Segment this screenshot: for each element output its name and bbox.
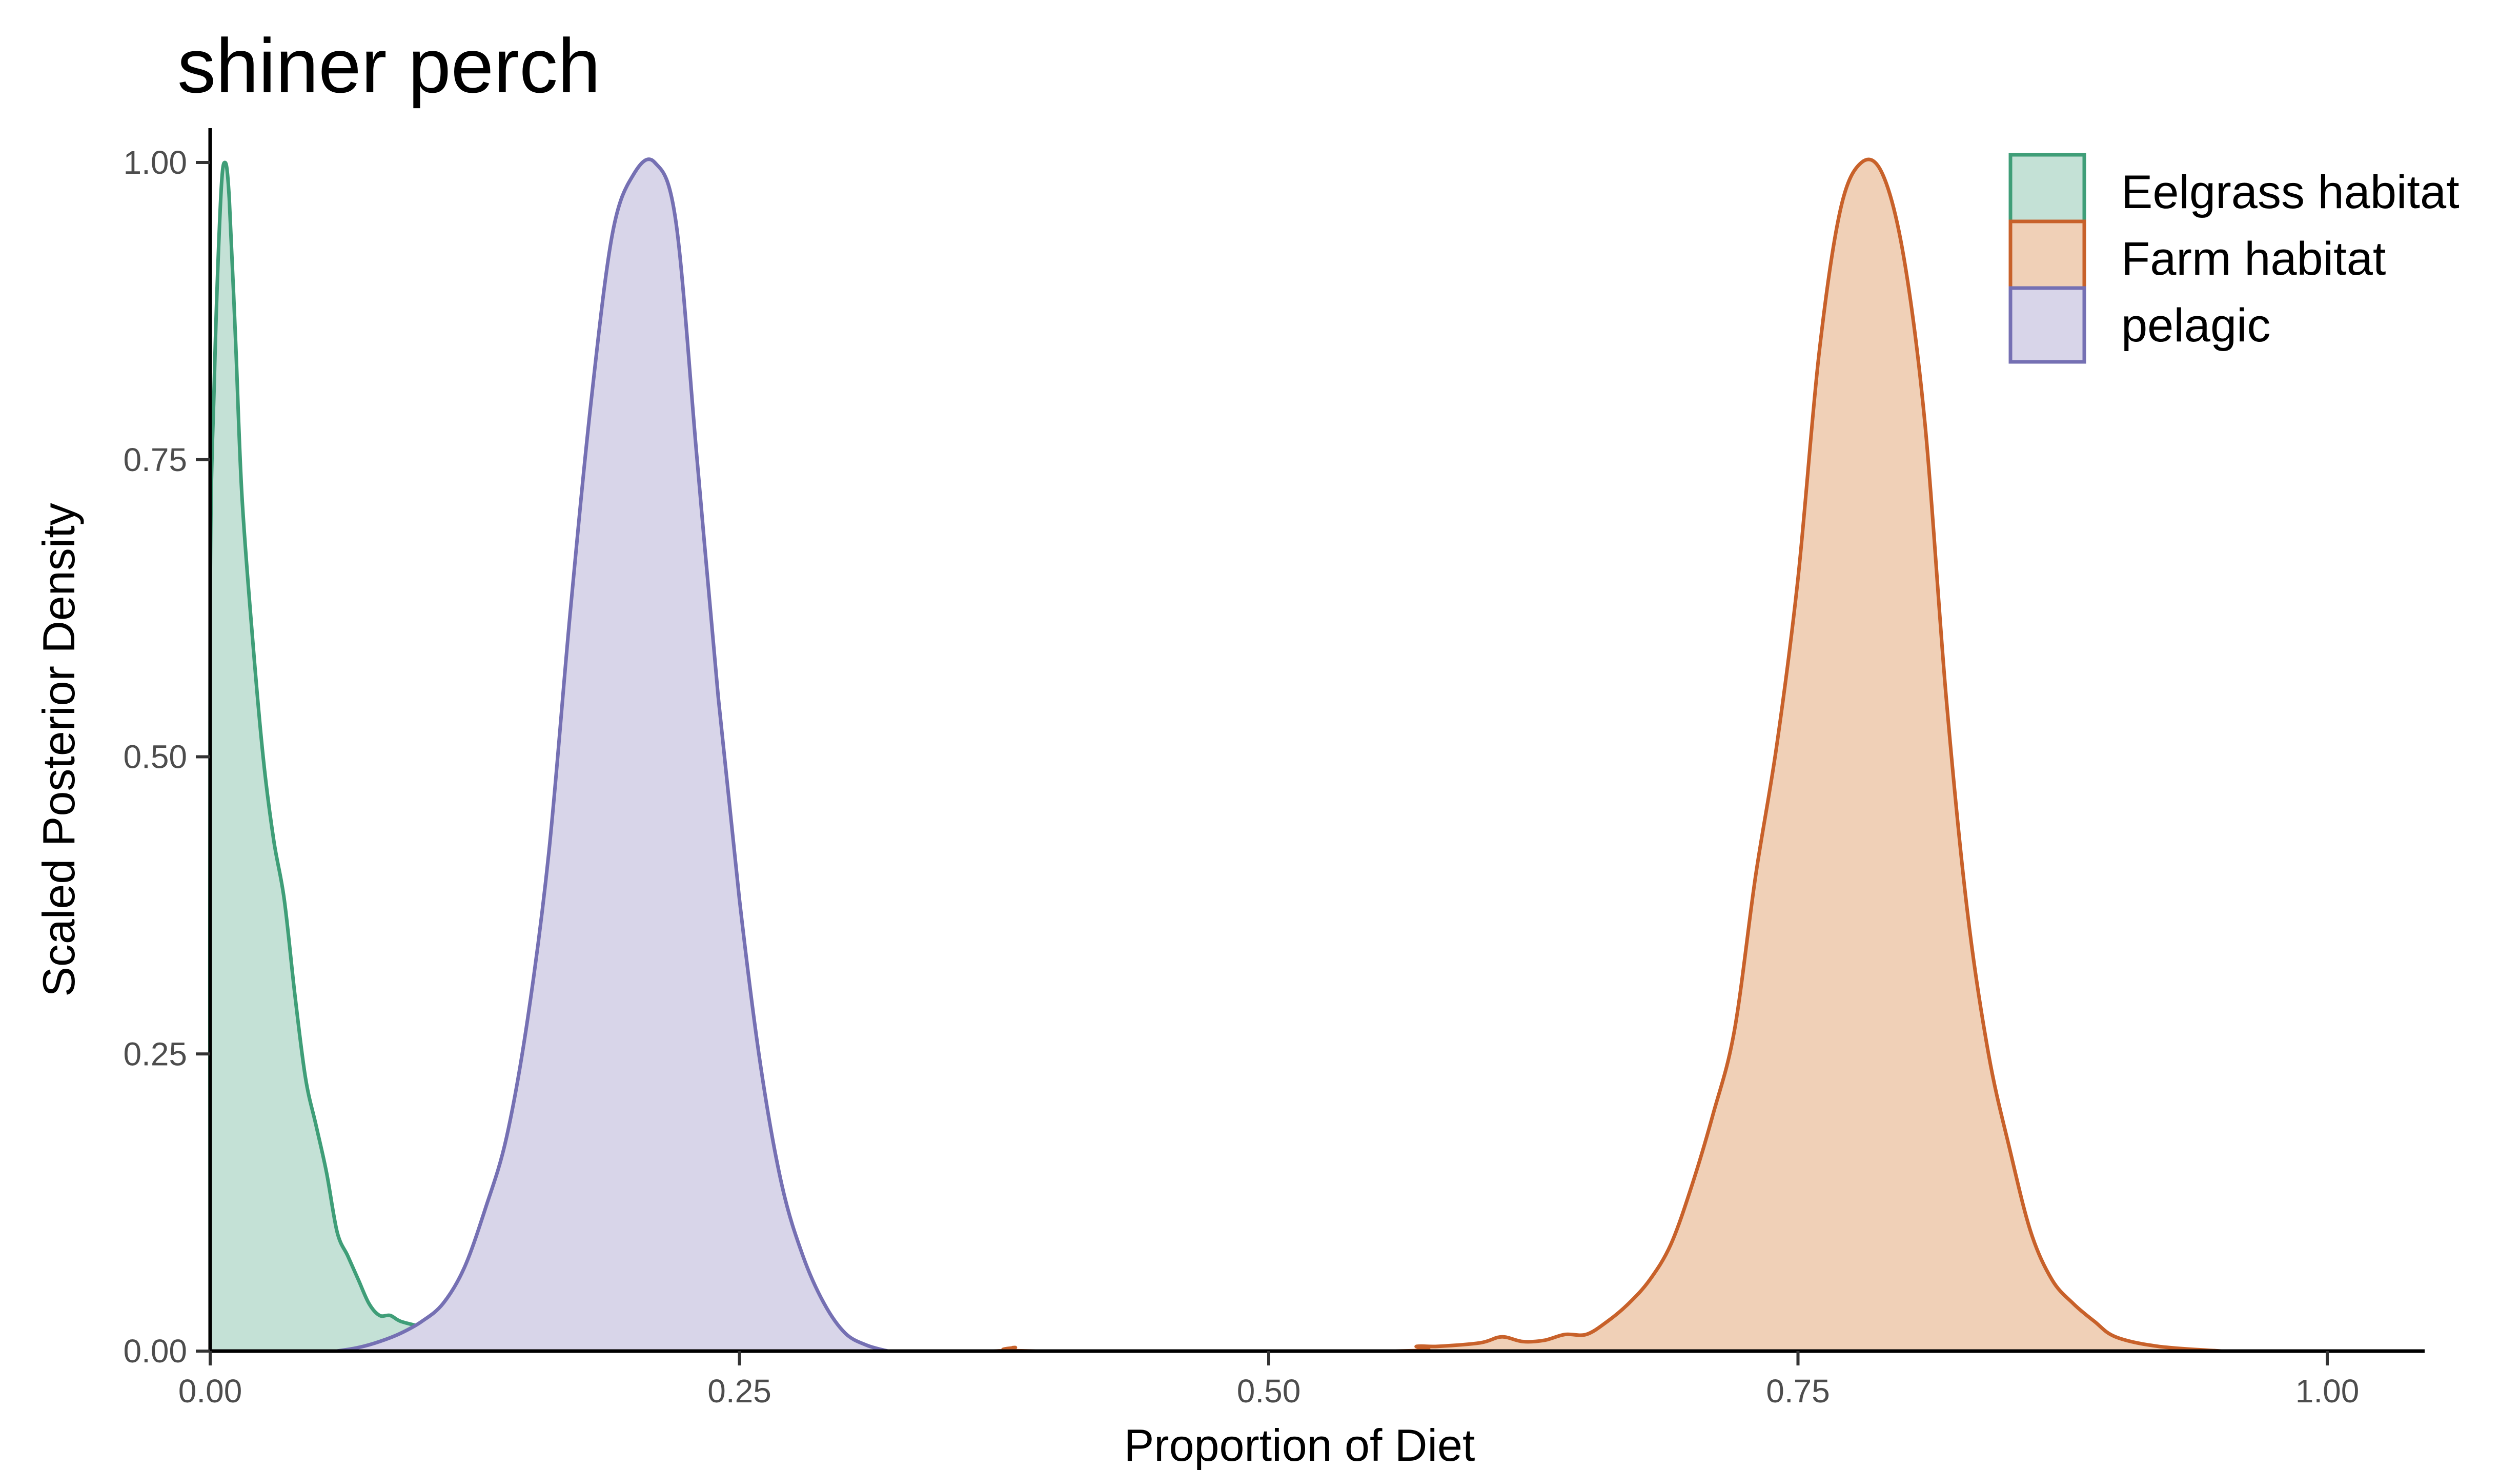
- series-layer: [208, 157, 2222, 1353]
- x-axis-label: Proportion of Diet: [1124, 1420, 1475, 1470]
- axes-layer: 0.00 0.25 0.50 0.75 1.00 0.00 0.25 0.50 0.75 1.00: [123, 128, 2425, 1410]
- legend-key-pelagic: [2008, 286, 2086, 364]
- y-tick-label: 1.00: [123, 144, 187, 181]
- x-tick-label: 0.00: [178, 1373, 242, 1410]
- y-tick-label: 0.50: [123, 739, 187, 775]
- y-axis-label: Scaled Posterior Density: [33, 503, 84, 997]
- x-tick-label: 1.00: [2295, 1373, 2360, 1410]
- legend-key-eelgrass-habitat: [2008, 153, 2086, 231]
- density-line-pelagic: [337, 157, 888, 1353]
- y-tick-label: 0.75: [123, 441, 187, 478]
- x-tick-label: 0.50: [1237, 1373, 1301, 1410]
- density-area-farm-habitat: [845, 159, 2222, 1351]
- density-area-pelagic: [337, 159, 888, 1351]
- y-tick-label: 0.00: [123, 1333, 187, 1370]
- density-area-eelgrass-habitat: [210, 162, 845, 1351]
- x-tick-label: 0.25: [707, 1373, 771, 1410]
- legend-label-pelagic: pelagic: [2121, 299, 2271, 352]
- legend-label-farm-habitat: Farm habitat: [2121, 233, 2386, 285]
- x-tick-label: 0.75: [1766, 1373, 1830, 1410]
- density-line-farm-habitat: [845, 157, 2222, 1353]
- legend-key-farm-habitat: [2008, 219, 2086, 297]
- legend-label-eelgrass-habitat: Eelgrass habitat: [2121, 166, 2460, 218]
- y-tick-label: 0.25: [123, 1035, 187, 1072]
- legend: Eelgrass habitat Farm habitat pelagic: [2008, 153, 2460, 364]
- chart-title: shiner perch: [177, 23, 600, 109]
